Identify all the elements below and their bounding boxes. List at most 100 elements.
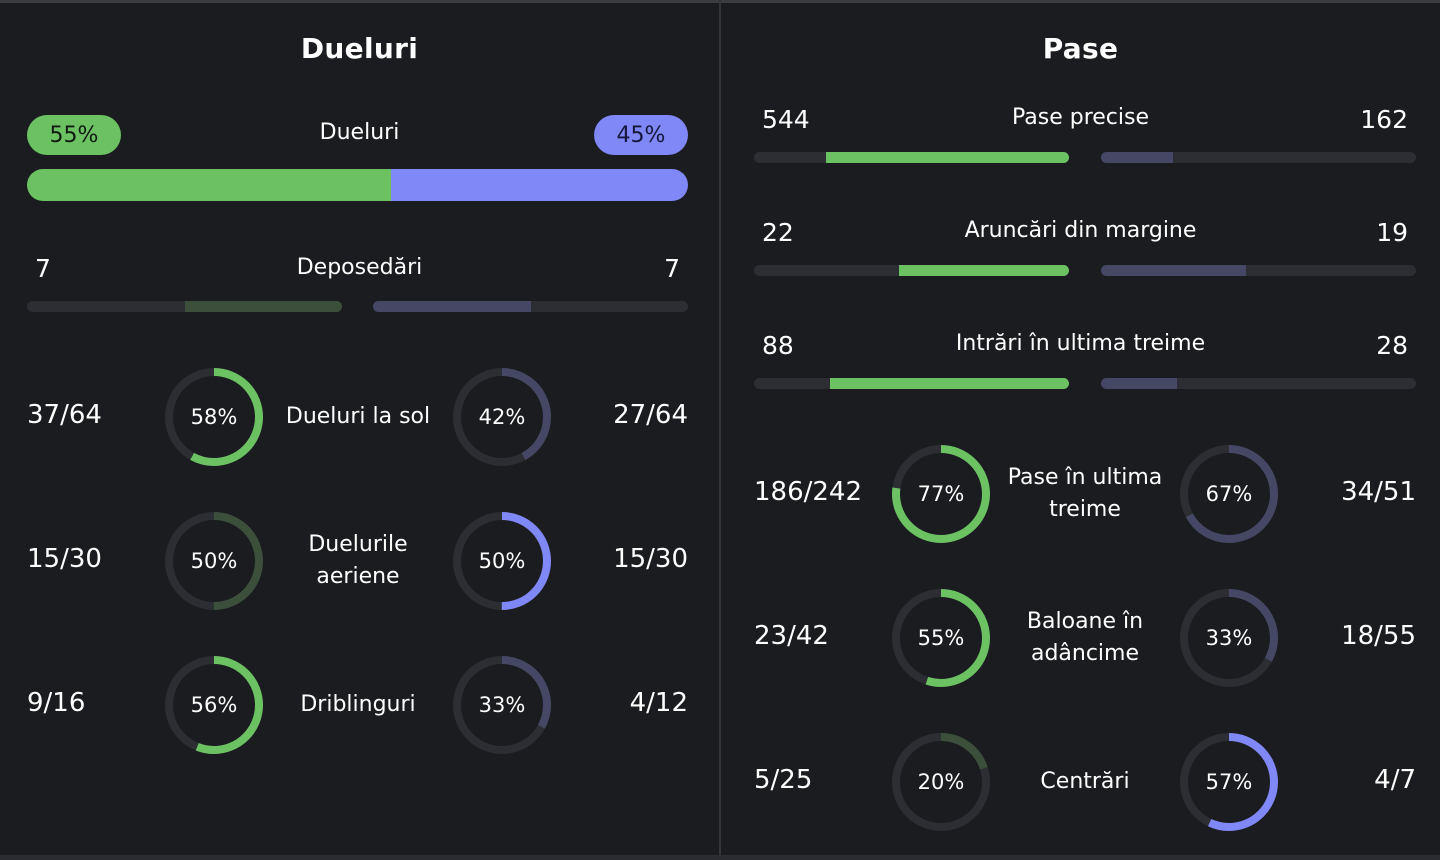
stat-row-pase-precise: 544 Pase precise 162 <box>721 100 1440 170</box>
stat-row-aruncari-din-margine: 22 Aruncări din margine 19 <box>721 213 1440 283</box>
home-bar <box>754 152 1069 163</box>
away-ring: 42% <box>453 368 551 466</box>
ring-progress-arc <box>165 512 263 610</box>
stat-row-intrari-ultima-treime: 88 Intrări în ultima treime 28 <box>721 326 1440 396</box>
stat-label: Aruncări din margine <box>964 218 1197 243</box>
away-bar <box>373 301 688 312</box>
home-pct: 50% <box>190 549 238 573</box>
away-ring-graphic <box>1180 589 1278 687</box>
stat-label: Intrări în ultima treime <box>955 331 1206 356</box>
ring-progress-arc <box>1180 589 1278 687</box>
home-bar <box>27 301 342 312</box>
away-ring-graphic <box>1180 733 1278 831</box>
home-ring-graphic <box>892 589 990 687</box>
ring-progress-arc <box>453 512 551 610</box>
away-bar-fill <box>373 301 531 312</box>
home-ring: 77% <box>892 445 990 543</box>
away-value: 15/30 <box>613 544 688 574</box>
home-bar-fill <box>898 265 1069 276</box>
home-ring-graphic <box>165 512 263 610</box>
away-pct: 33% <box>478 693 526 717</box>
home-pct: 56% <box>190 693 238 717</box>
away-value: 27/64 <box>613 400 688 430</box>
ring-row-duelurile-aeriene: 15/30 50% Duelurile aeriene 50% 15/30 <box>0 512 719 610</box>
away-bar <box>1101 265 1416 276</box>
ring-progress-arc <box>165 656 263 754</box>
bottom-border <box>0 855 1440 860</box>
away-duels-segment <box>390 169 688 201</box>
home-value: 9/16 <box>27 688 86 718</box>
home-bar-fill <box>184 301 342 312</box>
home-value: 37/64 <box>27 400 102 430</box>
home-ring: 56% <box>165 656 263 754</box>
away-ring: 33% <box>1180 589 1278 687</box>
away-value: 7 <box>664 254 680 283</box>
passes-panel: Pase 544 Pase precise 162 22 Aruncări di… <box>721 0 1440 855</box>
home-pct: 77% <box>917 482 965 506</box>
home-pct: 20% <box>917 770 965 794</box>
ring-label: Pase în ultima treime <box>1007 465 1163 522</box>
home-bar-fill <box>829 378 1069 389</box>
away-value: 162 <box>1360 105 1408 134</box>
ring-row-dueluri-la-sol: 37/64 58% Dueluri la sol 42% 27/64 <box>0 368 719 466</box>
away-bar-fill <box>1101 378 1177 389</box>
ring-progress-arc <box>453 368 551 466</box>
home-ring-graphic <box>165 368 263 466</box>
away-value: 34/51 <box>1341 477 1416 507</box>
home-pct: 55% <box>917 626 965 650</box>
away-bar-fill <box>1101 265 1246 276</box>
away-value: 4/7 <box>1374 765 1416 795</box>
away-ring: 67% <box>1180 445 1278 543</box>
duels-share-bar <box>27 169 688 201</box>
ring-label: Duelurile aeriene <box>308 532 408 589</box>
home-bar <box>754 378 1069 389</box>
home-ring: 20% <box>892 733 990 831</box>
panel-divider <box>719 0 721 860</box>
away-pct: 42% <box>478 405 526 429</box>
home-ring: 58% <box>165 368 263 466</box>
away-value: 18/55 <box>1341 621 1416 651</box>
away-value: 28 <box>1376 331 1408 360</box>
ring-progress-arc <box>165 368 263 466</box>
home-ring-graphic <box>892 733 990 831</box>
away-ring: 57% <box>1180 733 1278 831</box>
home-value: 15/30 <box>27 544 102 574</box>
home-value: 88 <box>762 331 794 360</box>
ring-label: Baloane în adâncime <box>1026 609 1144 666</box>
ring-progress-arc <box>892 733 990 831</box>
home-duels-pct-badge: 55% <box>27 115 121 155</box>
away-pct: 57% <box>1205 770 1253 794</box>
away-ring: 50% <box>453 512 551 610</box>
home-value: 22 <box>762 218 794 247</box>
ring-progress-arc <box>1180 733 1278 831</box>
home-bar <box>754 265 1069 276</box>
away-pct: 33% <box>1205 626 1253 650</box>
home-ring: 50% <box>165 512 263 610</box>
home-ring-graphic <box>892 445 990 543</box>
panel-title: Dueluri <box>300 32 419 65</box>
home-value: 7 <box>35 254 51 283</box>
ring-row-pase-ultima-treime: 186/242 77% Pase în ultima treime 67% 34… <box>721 445 1440 543</box>
home-value: 186/242 <box>754 477 863 507</box>
ring-row-centrari: 5/25 20% Centrări 57% 4/7 <box>721 733 1440 831</box>
ring-progress-arc <box>892 589 990 687</box>
ring-label: Centrări <box>1040 769 1130 794</box>
away-pct: 67% <box>1205 482 1253 506</box>
ring-row-driblinguri: 9/16 56% Driblinguri 33% 4/12 <box>0 656 719 754</box>
duels-panel: Dueluri 55% Dueluri 45% 7 Deposedări 7 3… <box>0 0 719 855</box>
ring-progress-arc <box>892 445 990 543</box>
away-bar-fill <box>1101 152 1174 163</box>
ring-row-baloane-in-adancime: 23/42 55% Baloane în adâncime 33% 18/55 <box>721 589 1440 687</box>
away-value: 4/12 <box>629 688 688 718</box>
away-pct: 50% <box>478 549 526 573</box>
home-ring: 55% <box>892 589 990 687</box>
home-pct: 58% <box>190 405 238 429</box>
home-ring-graphic <box>165 656 263 754</box>
duels-label: Dueluri <box>319 120 400 145</box>
ring-label: Driblinguri <box>300 692 416 717</box>
away-value: 19 <box>1376 218 1408 247</box>
away-ring: 33% <box>453 656 551 754</box>
stat-label: Deposedări <box>296 255 423 280</box>
home-value: 23/42 <box>754 621 829 651</box>
away-ring-graphic <box>1180 445 1278 543</box>
